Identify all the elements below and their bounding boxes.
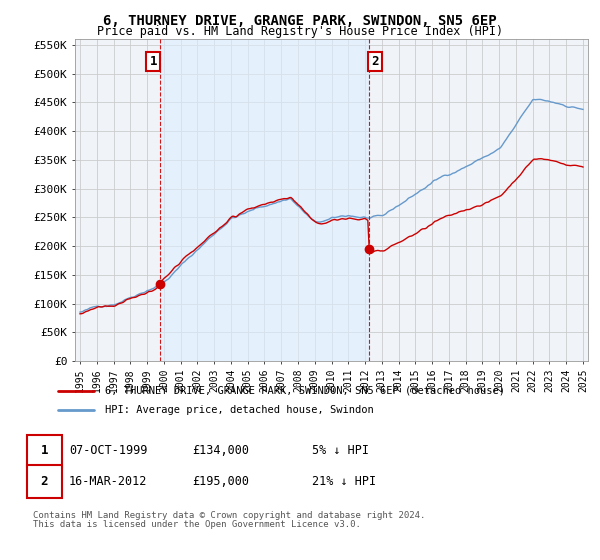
Text: Contains HM Land Registry data © Crown copyright and database right 2024.: Contains HM Land Registry data © Crown c… [33, 511, 425, 520]
Text: 2: 2 [371, 55, 379, 68]
Text: 2: 2 [41, 475, 48, 488]
Text: Price paid vs. HM Land Registry's House Price Index (HPI): Price paid vs. HM Land Registry's House … [97, 25, 503, 38]
Text: This data is licensed under the Open Government Licence v3.0.: This data is licensed under the Open Gov… [33, 520, 361, 529]
Text: 1: 1 [41, 444, 48, 458]
Text: 5% ↓ HPI: 5% ↓ HPI [312, 444, 369, 458]
Text: £134,000: £134,000 [192, 444, 249, 458]
Text: 21% ↓ HPI: 21% ↓ HPI [312, 475, 376, 488]
Text: 07-OCT-1999: 07-OCT-1999 [69, 444, 148, 458]
Text: 16-MAR-2012: 16-MAR-2012 [69, 475, 148, 488]
Bar [160, 39, 368, 361]
Text: £195,000: £195,000 [192, 475, 249, 488]
Text: 6, THURNEY DRIVE, GRANGE PARK, SWINDON, SN5 6EP: 6, THURNEY DRIVE, GRANGE PARK, SWINDON, … [103, 14, 497, 28]
Text: 1: 1 [149, 55, 157, 68]
Text: HPI: Average price, detached house, Swindon: HPI: Average price, detached house, Swin… [105, 405, 374, 416]
Text: 6, THURNEY DRIVE, GRANGE PARK, SWINDON, SN5 6EP (detached house): 6, THURNEY DRIVE, GRANGE PARK, SWINDON, … [105, 385, 505, 395]
